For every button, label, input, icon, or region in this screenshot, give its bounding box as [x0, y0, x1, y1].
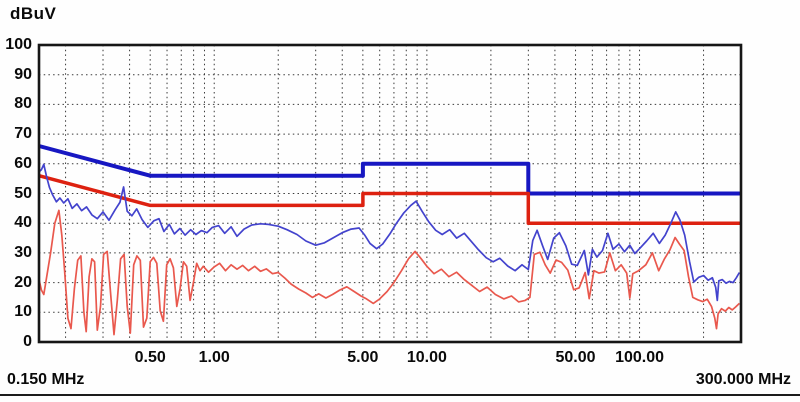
y-tick-label: 90 — [14, 65, 32, 83]
x-axis-start-frequency-label: 0.150 MHz — [7, 371, 85, 388]
limit-line-upper-blue — [38, 144, 741, 196]
x-axis-stop-frequency-label: 300.000 MHz — [695, 371, 791, 388]
limit-line-lower-red — [38, 174, 741, 225]
y-axis-unit-label: dBuV — [10, 4, 57, 23]
measurement-trace-blue — [38, 163, 741, 302]
y-tick-label: 20 — [14, 273, 32, 291]
x-tick-label: 10.00 — [406, 349, 447, 366]
x-tick-label: 50.00 — [555, 349, 596, 366]
y-tick-label: 70 — [14, 125, 32, 143]
x-tick-label: 1.00 — [198, 349, 230, 366]
y-tick-label: 0 — [23, 333, 32, 350]
y-tick-label: 10 — [14, 303, 32, 321]
y-tick-label: 100 — [5, 36, 32, 53]
bottom-divider-line — [0, 394, 800, 396]
measurement-trace-red — [38, 209, 740, 336]
y-tick-label: 40 — [14, 214, 32, 232]
plot-frame — [37, 43, 743, 344]
y-tick-label: 80 — [14, 95, 32, 113]
x-tick-label: 0.50 — [134, 349, 166, 366]
x-tick-label: 100.00 — [615, 349, 664, 366]
y-tick-label: 30 — [14, 243, 32, 261]
y-tick-label: 60 — [14, 154, 32, 172]
y-tick-label: 50 — [14, 184, 32, 202]
x-tick-label: 5.00 — [347, 349, 379, 366]
